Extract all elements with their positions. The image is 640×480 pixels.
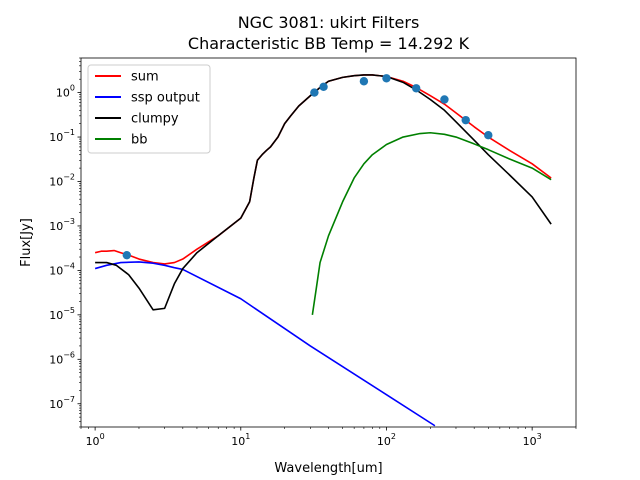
legend-label-bb: bb [131, 133, 148, 148]
x-axis-label: Wavelength[um] [274, 461, 382, 476]
legend-label-ssp-output: ssp output [131, 91, 200, 106]
tick-label: 101 [231, 432, 250, 448]
observation-points [122, 74, 493, 260]
observation-point [440, 95, 449, 104]
legend-label-clumpy: clumpy [131, 112, 179, 127]
observation-point [382, 74, 391, 83]
chart-subtitle: Characteristic BB Temp = 14.292 K [188, 34, 470, 53]
series-layer [94, 74, 552, 427]
tick-label: 10−6 [49, 350, 75, 366]
y-axis-label: Flux[Jy] [19, 218, 34, 267]
legend-label-sum: sum [131, 70, 159, 85]
tick-label: 10−2 [49, 172, 75, 188]
observation-point [484, 131, 493, 140]
tick-label: 10−4 [49, 261, 75, 277]
tick-label: 10−7 [49, 395, 75, 411]
tick-label: 10−5 [49, 306, 75, 322]
observation-point [122, 250, 131, 260]
series-line-ssp-output [94, 261, 436, 427]
observation-point [319, 82, 328, 92]
y-axis-ticks: 10−7 10−6 10−5 10−4 10−3 10−2 10−1 100 [49, 57, 81, 428]
legend-box [87, 64, 211, 154]
tick-label: 102 [377, 432, 396, 448]
observation-point [310, 88, 319, 97]
chart-title: NGC 3081: ukirt Filters [238, 13, 420, 32]
tick-label: 103 [523, 432, 542, 448]
observation-point [412, 84, 421, 93]
observation-point [359, 77, 369, 86]
tick-label: 10−3 [49, 217, 75, 233]
observation-point [461, 115, 470, 125]
legend: sum ssp output clumpy bb [87, 64, 211, 154]
series-line-bb [311, 131, 552, 315]
tick-label: 10−1 [49, 128, 75, 144]
series-line-clumpy [95, 74, 552, 311]
tick-label: 100 [86, 432, 105, 448]
tick-label: 100 [56, 84, 75, 100]
x-axis-ticks: 100 101 102 103 [80, 427, 577, 448]
